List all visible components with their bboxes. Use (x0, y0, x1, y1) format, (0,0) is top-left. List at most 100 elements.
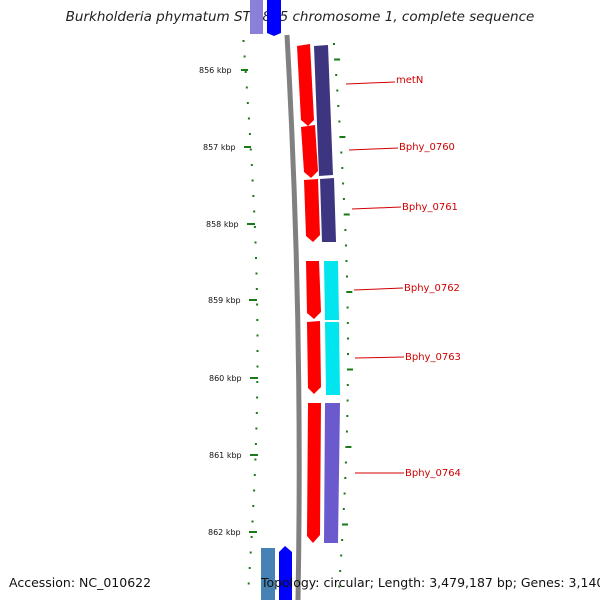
ruler-dot (341, 539, 344, 541)
ruler-dot (346, 291, 353, 293)
gene-label-0762: Bphy_0762 (404, 283, 460, 294)
ruler-dot (243, 55, 246, 58)
gene-label-0761: Bphy_0761 (402, 202, 458, 213)
right-ruler (333, 43, 353, 588)
ruler-dot (256, 350, 259, 352)
ruler-dot (340, 151, 343, 154)
ruler-dot (242, 40, 245, 42)
ruler-dot (347, 368, 353, 371)
tick-label-858: 858 kbp (206, 220, 239, 229)
ruler-dot (249, 148, 252, 151)
gene-label-metN: metN (396, 75, 423, 86)
ruler-dot (344, 461, 347, 464)
ruler-dot (254, 443, 257, 445)
ruler-dot (256, 381, 259, 383)
ruler-dot (340, 554, 343, 557)
ruler-dot (342, 508, 345, 510)
ruler-dot (248, 133, 251, 135)
cds-arrow-0761 (304, 179, 320, 242)
ruler-dot (250, 164, 253, 166)
ruler-dot (343, 213, 350, 216)
ruler-dot (347, 337, 349, 340)
ruler-dot (334, 58, 341, 61)
ruler-dot (256, 396, 259, 399)
map-title: Burkholderia phymatum STM815 chromosome … (65, 9, 535, 25)
ruler-dot (256, 303, 259, 306)
ruler-dot (253, 226, 256, 228)
ruler-dot (250, 536, 253, 538)
ruler-dot (342, 198, 345, 200)
ruler-dot (256, 319, 259, 321)
ruler-dot (338, 585, 341, 588)
ruler-dot (256, 365, 259, 368)
ruler-dot (335, 74, 338, 76)
ruler-dot (342, 523, 348, 526)
ruler-dot (333, 43, 335, 45)
ruler-dot (342, 182, 345, 185)
ruler-dot (346, 322, 349, 324)
ruler-dot (344, 229, 347, 231)
gene-label-0764: Bphy_0764 (405, 468, 461, 479)
ruler-dot (339, 570, 342, 572)
cog-block-0764 (324, 403, 340, 543)
ruler-dot (343, 492, 346, 495)
ruler-dot (256, 334, 259, 337)
tick-label-857: 857 kbp (203, 143, 236, 152)
cog-block-metN (314, 45, 333, 176)
ruler-dot (346, 399, 349, 402)
tick-label-862: 862 kbp (208, 528, 241, 537)
partial-gene-top-1 (250, 0, 263, 34)
cog-track (314, 45, 340, 543)
label-leaders (345, 81, 405, 474)
ruler-dot (345, 260, 348, 262)
ruler-dot (255, 272, 258, 275)
ruler-dot (345, 244, 347, 247)
ruler-dot (346, 275, 348, 278)
ruler-dot (338, 120, 341, 123)
ruler-dot (346, 415, 349, 417)
backbone-arc (284, 34, 302, 600)
cds-arrow-0762 (306, 261, 321, 319)
ruler-dot (255, 257, 257, 259)
ruler-dot (247, 582, 250, 585)
leader-0760 (348, 147, 399, 151)
ruler-dot (254, 458, 257, 461)
ruler-dot (255, 427, 258, 430)
ruler-dot (251, 179, 254, 182)
tick-label-860: 860 kbp (209, 374, 242, 383)
cds-arrow-0764 (307, 403, 321, 543)
ruler-dot (337, 105, 340, 107)
tick-label-856: 856 kbp (199, 66, 232, 75)
ruler-dot (346, 306, 349, 309)
ruler-dot (255, 288, 258, 290)
ruler-dot (254, 241, 257, 244)
cds-arrow-0763 (307, 321, 321, 394)
ruler-dot (339, 136, 346, 138)
cds-arrow-0760 (301, 125, 318, 178)
gene-label-0760: Bphy_0760 (399, 142, 455, 153)
leader-0763 (354, 356, 405, 359)
cog-block-0761 (320, 178, 336, 242)
ruler-dot (341, 167, 344, 169)
left-ruler (242, 40, 259, 585)
leader-0761 (351, 206, 402, 210)
ruler-dot (247, 117, 250, 120)
tick-label-859: 859 kbp (208, 296, 241, 305)
leader-0762 (353, 287, 404, 291)
ruler-dot (246, 102, 249, 104)
ruler-dot (345, 446, 352, 448)
ruler-dot (244, 71, 247, 73)
ruler-dot (346, 384, 349, 386)
ruler-dot (253, 474, 256, 476)
leader-metN (345, 81, 396, 85)
ruler-dot (252, 505, 255, 507)
ruler-dot (345, 430, 348, 433)
gene-label-0763: Bphy_0763 (405, 352, 461, 363)
accession-text: Accession: NC_010622 (9, 575, 152, 590)
ruler-dot (253, 489, 256, 492)
partial-gene-bottom-2 (279, 546, 292, 600)
ruler-dot (253, 210, 256, 213)
cds-forward-track (297, 44, 321, 543)
ruler-dot (344, 477, 347, 479)
